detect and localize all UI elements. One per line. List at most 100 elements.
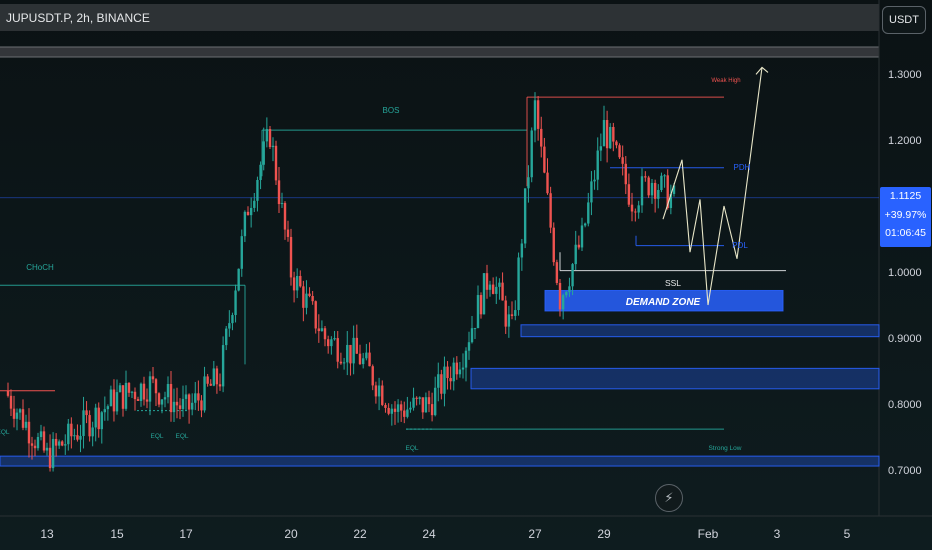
candle-body <box>289 236 293 278</box>
candle-body <box>271 145 275 148</box>
candle-body <box>94 407 97 428</box>
candle-body <box>666 175 669 208</box>
candle-body <box>184 394 188 399</box>
candle-body <box>365 352 368 359</box>
last-price-change: +39.97% <box>884 208 927 221</box>
candle-body <box>514 310 517 316</box>
currency-button[interactable]: USDT <box>882 6 926 34</box>
header-band <box>0 4 879 31</box>
candle-body <box>653 182 657 199</box>
candle-body <box>9 395 13 409</box>
candle-body <box>18 409 22 413</box>
candle-body <box>577 244 581 248</box>
candle-body <box>482 273 486 315</box>
bar-countdown: 01:06:45 <box>885 227 926 239</box>
candle-body <box>178 405 182 409</box>
candle-body <box>361 358 365 365</box>
candle-body <box>549 193 552 228</box>
candle-body <box>533 100 537 131</box>
candle-body <box>295 275 299 291</box>
candle-body <box>103 409 107 413</box>
candle-body <box>27 421 31 444</box>
top-zone-band <box>0 47 879 57</box>
candle-body <box>280 203 284 205</box>
lightning-icon[interactable]: ⚡︎ <box>655 484 683 512</box>
candle-body <box>45 447 49 451</box>
candle-body <box>464 350 468 368</box>
price-tick-label: 0.7000 <box>888 465 922 477</box>
candle-body <box>30 443 34 446</box>
candle-body <box>440 374 443 394</box>
zones-layer <box>0 289 880 467</box>
candle-body <box>100 412 103 430</box>
annotation-label: BOS <box>383 106 400 115</box>
candle-body <box>39 431 43 437</box>
candle-body <box>523 188 527 244</box>
time-tick-label: 15 <box>110 527 124 541</box>
candle-body <box>121 385 125 409</box>
candle-body <box>473 328 477 330</box>
candle-body <box>225 328 228 346</box>
candle-body <box>124 382 128 409</box>
candle-body <box>634 211 637 213</box>
candle-body <box>657 189 660 199</box>
time-tick-label: 17 <box>179 527 193 541</box>
candle-body <box>326 339 330 347</box>
candle-body <box>154 379 158 394</box>
candle-body <box>644 176 647 178</box>
symbol-title: JUPUSDT.P, 2h, BINANCE <box>6 11 150 25</box>
time-tick-label: Feb <box>698 527 719 541</box>
candle-body <box>243 211 247 237</box>
candle-body <box>212 368 216 386</box>
candle-body <box>396 404 400 412</box>
candle-body <box>286 229 290 237</box>
candle-body <box>163 397 167 400</box>
candle-body <box>145 399 149 402</box>
candle-body <box>127 382 131 393</box>
candle-body <box>85 410 88 416</box>
candle-body <box>485 273 489 290</box>
candle-body <box>672 185 676 194</box>
candle-body <box>42 431 46 451</box>
candle-body <box>568 286 571 293</box>
candle-body <box>650 182 654 196</box>
candle-body <box>543 146 546 173</box>
time-tick-label: 27 <box>528 527 542 541</box>
candle-body <box>491 284 495 294</box>
candle-body <box>403 410 406 417</box>
candle-body <box>112 389 116 412</box>
candle-body <box>76 435 79 440</box>
candle-body <box>194 393 197 403</box>
candle-body <box>67 423 70 445</box>
levels-layer <box>0 96 879 430</box>
time-axis[interactable]: 13 15 17 20 22 24 27 29 Feb 3 5 <box>40 527 850 541</box>
projection-layer <box>662 66 769 306</box>
candle-body <box>510 314 514 316</box>
liquidity-zone <box>0 455 880 467</box>
candle-body <box>647 177 650 196</box>
candle-body <box>317 328 321 332</box>
candle-body <box>169 383 173 413</box>
candle-body <box>218 384 222 387</box>
candle-body <box>437 374 440 388</box>
candle-body <box>346 344 349 363</box>
last-price-value: 1.1125 <box>889 190 922 202</box>
candle-body <box>336 338 339 362</box>
candle-body <box>308 293 311 296</box>
candle-body <box>142 383 146 400</box>
candle-body <box>387 407 390 414</box>
liquidity-zone <box>470 367 880 390</box>
candle-body <box>151 376 155 380</box>
annotation-label: DEMAND ZONE <box>626 297 701 308</box>
candle-body <box>256 180 259 201</box>
candle-body <box>172 401 176 413</box>
candle-body <box>424 397 428 413</box>
candle-body <box>181 398 185 409</box>
candle-body <box>530 130 533 178</box>
candle-body <box>190 402 194 410</box>
candle-body <box>240 236 243 269</box>
candle-body <box>552 227 555 263</box>
